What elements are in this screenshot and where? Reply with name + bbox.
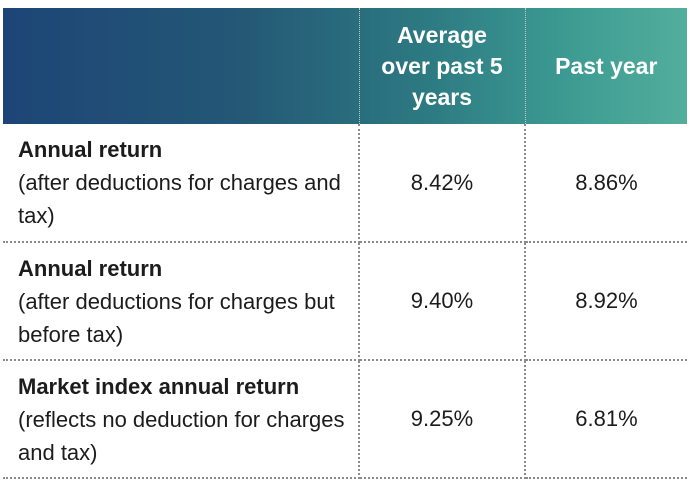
row-title: Annual return (18, 255, 163, 281)
row-subtitle: (after deductions for charges but before… (18, 288, 335, 347)
returns-table-container: Average over past 5 years Past year Annu… (3, 8, 687, 479)
header-average-5-years: Average over past 5 years (359, 8, 526, 124)
value-past-year: 8.92% (525, 242, 687, 361)
table-header-row: Average over past 5 years Past year (3, 8, 687, 124)
value-past-year: 8.86% (525, 124, 687, 243)
row-subtitle: (reflects no deduction for charges and t… (18, 406, 345, 465)
row-title: Market index annual return (18, 373, 300, 399)
header-average-5-years-label: Average over past 5 years (381, 21, 503, 110)
table-row: Annual return (after deductions for char… (3, 242, 687, 361)
row-label-cell: Annual return (after deductions for char… (3, 242, 360, 361)
row-title: Annual return (18, 137, 163, 162)
value-average-5-years: 9.25% (359, 360, 526, 479)
value-average-5-years: 8.42% (359, 124, 526, 243)
value-average-5-years: 9.40% (359, 242, 526, 361)
row-subtitle: (after deductions for charges and tax) (18, 170, 341, 228)
table-row: Market index annual return (reflects no … (3, 360, 687, 479)
header-past-year: Past year (525, 8, 687, 124)
value-past-year: 6.81% (525, 360, 687, 479)
row-label-cell: Market index annual return (reflects no … (3, 360, 360, 479)
returns-table: Average over past 5 years Past year Annu… (3, 8, 687, 479)
header-past-year-label: Past year (555, 52, 658, 79)
header-empty-cell (3, 8, 360, 124)
row-label-cell: Annual return (after deductions for char… (3, 124, 360, 243)
table-row: Annual return (after deductions for char… (3, 124, 687, 243)
